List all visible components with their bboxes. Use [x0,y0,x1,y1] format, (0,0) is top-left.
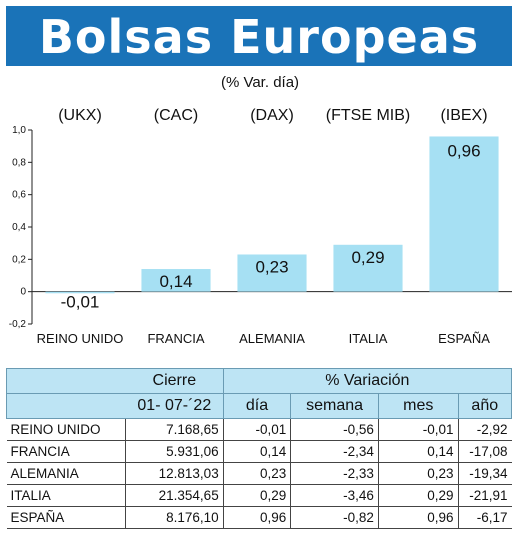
row-name: ALEMANIA [6,462,127,485]
data-label: 0,14 [159,272,192,291]
x-tick-label: REINO UNIDO [37,331,124,346]
x-tick-label: ALEMANIA [239,331,305,346]
header-cierre: Cierre [125,368,224,394]
x-tick-label: FRANCIA [147,331,204,346]
row-mes: 0,23 [378,462,459,485]
index-code-label: (DAX) [250,107,294,124]
data-table: Cierre % Variación 01- 07-´22 día semana… [5,368,513,529]
row-mes: -0,01 [378,418,459,441]
y-tick-label: 0,2 [12,254,26,265]
row-semana: -2,34 [290,440,379,463]
row-semana: -2,33 [290,462,379,485]
table-spacer-cell [5,368,126,394]
x-tick-label: ESPAÑA [438,331,490,346]
bar [45,291,115,294]
index-code-label: (IBEX) [440,107,487,124]
table-header-row-2: 01- 07-´22 día semana mes año [5,393,513,419]
y-tick-label: 1,0 [12,125,26,136]
header-mes: mes [377,393,459,419]
data-label: 0,96 [447,141,480,160]
row-dia: 0,23 [223,462,292,485]
row-ano: -21,91 [458,484,512,507]
bar [141,269,211,292]
header-date: 01- 07-´22 [125,393,224,419]
row-cierre: 5.931,06 [125,440,224,463]
row-semana: -3,46 [290,484,379,507]
row-mes: 0,96 [378,506,459,529]
bar [237,254,307,292]
table-header-row-1: Cierre % Variación [5,368,513,394]
row-semana: -0,56 [290,418,379,441]
table-row: REINO UNIDO 7.168,65 -0,01 -0,56 -0,01 -… [6,418,512,441]
row-mes: 0,14 [378,440,459,463]
header-ano: año [457,393,513,419]
table-row: ITALIA 21.354,65 0,29 -3,46 0,29 -21,91 [6,484,512,507]
y-tick-label: 0,6 [12,190,26,201]
index-code-label: (CAC) [154,107,198,124]
row-mes: 0,29 [378,484,459,507]
table-row: FRANCIA 5.931,06 0,14 -2,34 0,14 -17,08 [6,440,512,463]
y-tick-label: -0,2 [9,319,27,330]
row-name: FRANCIA [6,440,127,463]
row-ano: -2,92 [458,418,512,441]
row-cierre: 12.813,03 [125,462,224,485]
table-spacer-cell [5,393,126,419]
row-ano: -6,17 [458,506,512,529]
row-name: ITALIA [6,484,127,507]
row-dia: 0,29 [223,484,292,507]
header-variacion: % Variación [222,368,513,394]
data-label: 0,29 [351,248,384,267]
y-tick-label: 0,8 [12,157,26,168]
row-semana: -0,82 [290,506,379,529]
row-dia: 0,96 [223,506,292,529]
bar [333,244,403,292]
row-dia: 0,14 [223,440,292,463]
header-dia: día [222,393,292,419]
title-bar: Bolsas Europeas [6,6,512,66]
row-cierre: 7.168,65 [125,418,224,441]
header-semana: semana [290,393,379,419]
row-ano: -17,08 [458,440,512,463]
row-cierre: 21.354,65 [125,484,224,507]
bar-chart: -0,2 0 0,2 0,4 0,6 0,8 1,0 -0,01 (UKX) REINO UNI… [9,107,512,346]
row-name: REINO UNIDO [6,418,127,441]
labels: -0,01 (UKX) REINO UNIDO 0,14 (CAC) FRANCIA 0,2… [37,107,491,346]
row-cierre: 8.176,10 [125,506,224,529]
index-code-label: (UKX) [58,107,102,124]
y-tick-label: 0 [20,287,26,298]
data-label: 0,23 [255,257,288,276]
data-label: -0,01 [61,293,100,312]
index-code-label: (FTSE MIB) [326,107,410,124]
table-row: ESPAÑA 8.176,10 0,96 -0,82 0,96 -6,17 [6,506,512,529]
x-tick-label: ITALIA [349,331,388,346]
row-dia: -0,01 [223,418,292,441]
row-name: ESPAÑA [6,506,127,529]
chart-subtitle: (% Var. día) [220,74,300,91]
table-row: ALEMANIA 12.813,03 0,23 -2,33 0,23 -19,3… [6,462,512,485]
row-ano: -19,34 [458,462,512,485]
y-tick-label: 0,4 [12,222,26,233]
bar [429,136,499,292]
bars [45,136,499,294]
chart-title: Bolsas Europeas [38,10,480,64]
